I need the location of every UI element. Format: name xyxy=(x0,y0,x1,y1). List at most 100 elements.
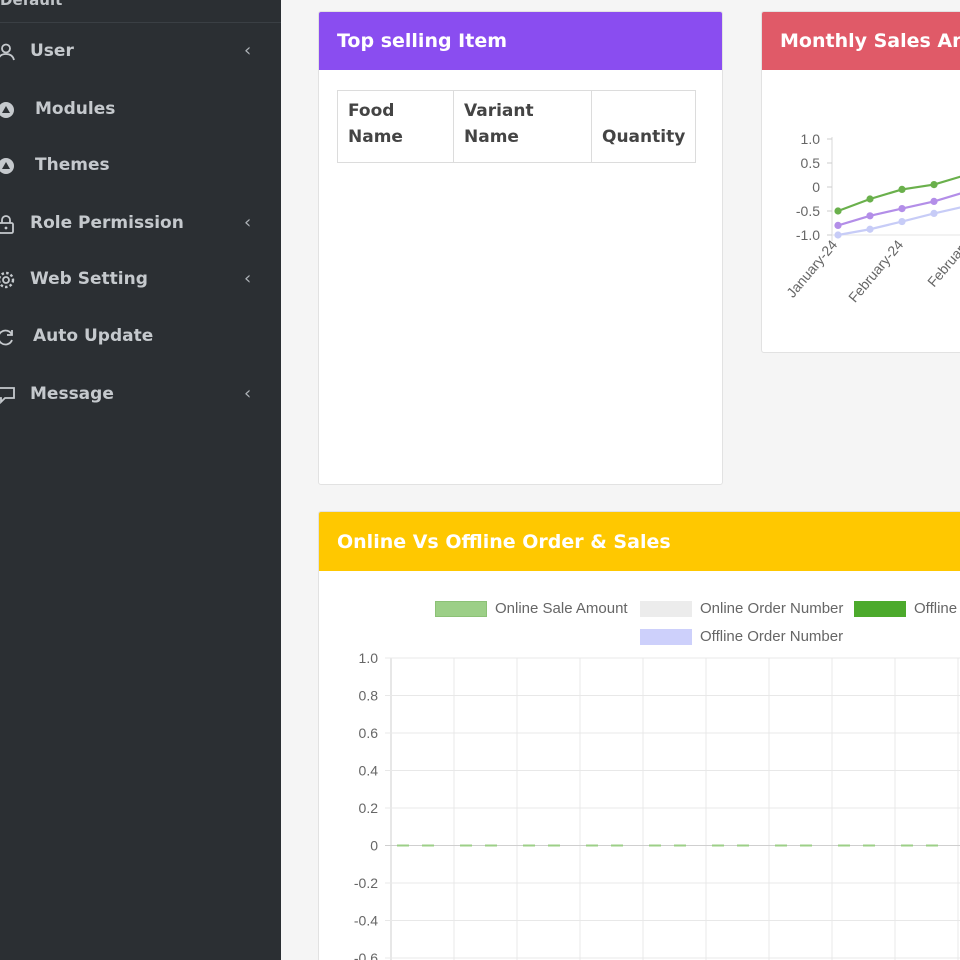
legend-online-sale-amount[interactable]: Online Sale Amount xyxy=(435,600,628,617)
bar-offline xyxy=(737,844,749,847)
data-point xyxy=(866,212,874,220)
sidebar-item-label: Message xyxy=(30,384,114,404)
data-point xyxy=(930,181,938,189)
bar-online-sale-amount xyxy=(586,844,598,847)
y-tick-label: 0.2 xyxy=(359,800,379,816)
bar-online-sale-amount xyxy=(649,844,661,847)
bar-offline xyxy=(674,844,686,847)
bar-online-sale-amount xyxy=(460,844,472,847)
y-tick-label: 1.0 xyxy=(359,650,379,666)
message-icon xyxy=(0,385,16,405)
data-point xyxy=(930,209,938,217)
legend-swatch xyxy=(640,628,692,645)
bar-offline xyxy=(548,844,560,847)
bar-offline xyxy=(485,844,497,847)
lock-icon xyxy=(0,214,16,234)
sidebar-item-message[interactable]: Message ‹ xyxy=(0,375,281,415)
sidebar: Default User ‹ Modules Themes Role Permi… xyxy=(0,0,281,960)
legend-label: Offline xyxy=(914,600,958,617)
sidebar-item-auto-update[interactable]: Auto Update xyxy=(0,317,281,357)
column-header-variant-name[interactable]: Variant Name xyxy=(453,90,592,163)
legend-swatch xyxy=(435,600,487,617)
sidebar-item-label: Role Permission xyxy=(30,213,184,233)
sidebar-item-role-permission[interactable]: Role Permission ‹ xyxy=(0,204,281,244)
data-point xyxy=(930,197,938,205)
user-icon xyxy=(0,42,16,62)
legend-label: Online Order Number xyxy=(700,600,844,617)
legend-offline-order-number[interactable]: Offline Order Number xyxy=(640,628,843,645)
chevron-left-icon: ‹ xyxy=(244,268,252,289)
bar-online-sale-amount xyxy=(712,844,724,847)
sidebar-divider xyxy=(0,22,281,23)
data-point xyxy=(834,221,842,229)
legend-label: Offline Order Number xyxy=(700,628,844,645)
theme-icon xyxy=(0,156,16,176)
x-tick-label: February xyxy=(924,237,960,290)
y-tick-label: 1.0 xyxy=(801,131,821,147)
sidebar-item-user[interactable]: User ‹ xyxy=(0,32,281,72)
bar-offline xyxy=(422,844,434,847)
sidebar-item-themes[interactable]: Themes xyxy=(0,146,281,186)
data-point xyxy=(898,185,906,193)
y-tick-label: -0.6 xyxy=(354,950,378,960)
x-tick-label: January-24 xyxy=(783,236,840,300)
online-offline-title: Online Vs Offline Order & Sales xyxy=(319,512,960,571)
chevron-left-icon: ‹ xyxy=(244,40,252,61)
sidebar-item-web-setting[interactable]: Web Setting ‹ xyxy=(0,260,281,300)
sidebar-item-modules[interactable]: Modules xyxy=(0,90,281,130)
bar-online-sale-amount xyxy=(775,844,787,847)
data-point xyxy=(866,195,874,203)
bar-online-sale-amount xyxy=(838,844,850,847)
column-header-food-name[interactable]: Food Name xyxy=(337,90,454,163)
legend-offline[interactable]: Offline xyxy=(854,600,957,617)
data-point xyxy=(834,207,842,215)
gear-icon xyxy=(0,270,16,290)
data-point xyxy=(866,225,874,233)
bar-online-sale-amount xyxy=(901,844,913,847)
chevron-left-icon: ‹ xyxy=(244,383,252,404)
bar-offline xyxy=(800,844,812,847)
x-tick-label: February-24 xyxy=(845,236,906,305)
online-offline-card: Online Vs Offline Order & Sales Online S… xyxy=(318,511,960,960)
sidebar-item-label: Web Setting xyxy=(30,269,148,289)
online-offline-chart: 1.0 0.8 0.6 0.4 0.2 0 -0.2 -0.4 -0.6 xyxy=(354,650,960,960)
monthly-sales-title: Monthly Sales Anal xyxy=(762,12,960,70)
legend-swatch xyxy=(640,600,692,617)
series-line xyxy=(837,175,960,213)
y-tick-label: -0.2 xyxy=(354,875,378,891)
data-point xyxy=(834,231,842,239)
chevron-left-icon: ‹ xyxy=(244,212,252,233)
monthly-sales-card: Monthly Sales Anal 1.0 0.5 0 -0.5 -1.0Januar… xyxy=(761,11,960,353)
bar-online-sale-amount xyxy=(523,844,535,847)
legend-online-order-number[interactable]: Online Order Number xyxy=(640,600,843,617)
legend-swatch xyxy=(854,600,906,617)
data-point xyxy=(898,217,906,226)
y-tick-label: -1.0 xyxy=(796,227,820,243)
top-selling-card: Top selling Item Food Name Variant Name … xyxy=(318,11,723,485)
module-icon xyxy=(0,100,16,120)
y-tick-label: 0 xyxy=(812,179,820,195)
bar-offline xyxy=(926,844,938,847)
y-tick-label: -0.4 xyxy=(354,913,378,929)
column-header-quantity[interactable]: Quantity xyxy=(590,90,697,163)
y-tick-label: -0.5 xyxy=(796,203,820,219)
bar-offline xyxy=(863,844,875,847)
sidebar-item-label: Auto Update xyxy=(33,326,154,346)
top-selling-table: Food Name Variant Name Quantity xyxy=(337,90,697,163)
bar-online-sale-amount xyxy=(397,844,409,847)
sidebar-partial-item[interactable]: Default xyxy=(0,0,63,9)
legend-label: Online Sale Amount xyxy=(495,600,628,617)
y-tick-label: 0.6 xyxy=(359,725,379,741)
sidebar-item-label: User xyxy=(30,41,74,61)
y-tick-label: 0.5 xyxy=(801,155,821,171)
y-tick-label: 0 xyxy=(370,838,378,854)
sidebar-item-label: Themes xyxy=(35,155,110,175)
y-tick-label: 0.8 xyxy=(359,688,379,704)
refresh-icon xyxy=(0,327,16,347)
y-tick-label: 0.4 xyxy=(359,763,379,779)
top-selling-title: Top selling Item xyxy=(319,12,722,70)
bar-offline xyxy=(611,844,623,847)
data-point xyxy=(898,205,906,213)
sidebar-item-label: Modules xyxy=(35,99,116,119)
